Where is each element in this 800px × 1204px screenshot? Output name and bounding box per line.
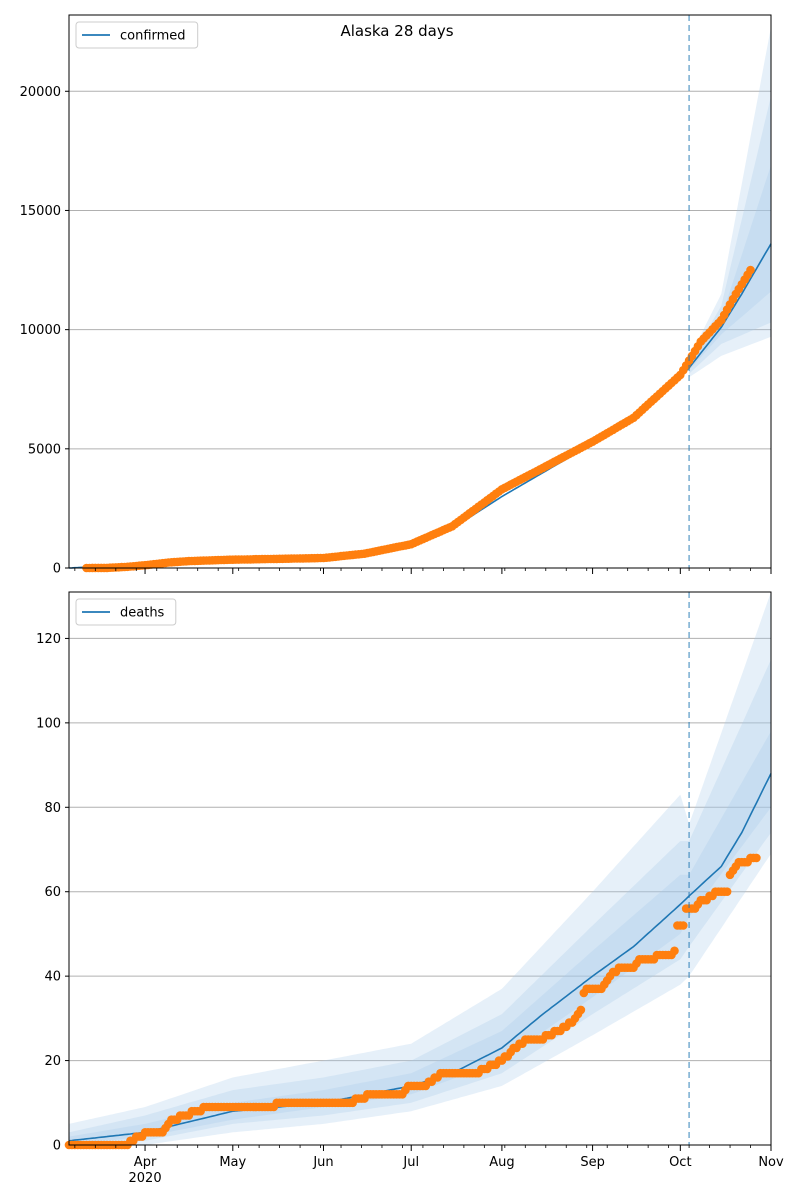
x-tick-label: Sep bbox=[580, 1155, 605, 1170]
observed-point bbox=[722, 887, 732, 896]
y-tick-label: 80 bbox=[44, 801, 61, 816]
confidence-band-2 bbox=[69, 659, 771, 1145]
confirmed-panel: 0 5000 10000 15000 20000 confirmed bbox=[20, 14, 772, 577]
y-tick-label: 120 bbox=[36, 632, 61, 647]
confidence-band-3 bbox=[69, 731, 771, 1145]
confidence-band-1 bbox=[69, 592, 771, 1145]
legend-label: confirmed bbox=[120, 29, 186, 44]
observed-point bbox=[746, 265, 755, 275]
observed-point bbox=[752, 853, 761, 863]
observed-point bbox=[679, 921, 688, 930]
y-tick-label: 0 bbox=[53, 562, 61, 577]
plot-area bbox=[69, 592, 771, 1145]
plot-area bbox=[69, 15, 771, 568]
observed-point bbox=[670, 946, 679, 956]
y-tick-label: 60 bbox=[44, 885, 61, 900]
y-tick-label: 20 bbox=[44, 1054, 61, 1069]
axes-frame bbox=[68, 14, 772, 569]
x-tick-label: Jul bbox=[402, 1155, 419, 1170]
x-tick-sublabel: 2020 bbox=[129, 1171, 162, 1186]
y-tick-label: 15000 bbox=[20, 204, 61, 219]
x-tick-label: May bbox=[219, 1155, 246, 1170]
confidence-band-1 bbox=[689, 26, 771, 378]
x-tick-label: Oct bbox=[669, 1155, 691, 1170]
x-tick-label: Nov bbox=[758, 1155, 784, 1170]
x-tick-label: Aug bbox=[489, 1155, 514, 1170]
x-tick-label: Jun bbox=[312, 1155, 333, 1170]
y-tick-label: 5000 bbox=[28, 442, 61, 457]
y-tick-label: 10000 bbox=[20, 323, 61, 338]
axes-frame bbox=[68, 591, 772, 1146]
confidence-band-3 bbox=[689, 165, 771, 371]
figure-title: Alaska 28 days bbox=[340, 22, 453, 40]
x-tick-label: Apr bbox=[134, 1155, 157, 1170]
y-tick-label: 100 bbox=[36, 716, 61, 731]
legend-box bbox=[75, 598, 177, 626]
legend-box bbox=[75, 21, 199, 49]
observed-point bbox=[576, 1005, 586, 1015]
y-tick-label: 20000 bbox=[20, 85, 61, 100]
y-tick-label: 40 bbox=[44, 970, 61, 985]
y-tick-label: 0 bbox=[53, 1139, 61, 1154]
confidence-band-2 bbox=[689, 96, 771, 374]
legend-label: deaths bbox=[120, 606, 165, 621]
